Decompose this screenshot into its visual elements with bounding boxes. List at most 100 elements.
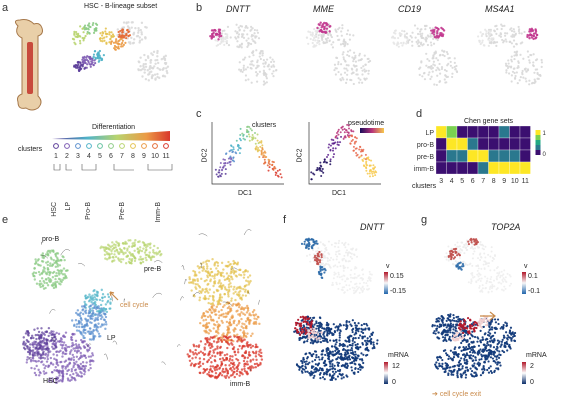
cell-dot bbox=[315, 321, 318, 325]
cell-dot bbox=[349, 273, 352, 276]
cell-dot bbox=[136, 250, 140, 254]
cell-dot bbox=[49, 280, 52, 283]
cell-dot bbox=[136, 248, 139, 251]
cell-dot bbox=[467, 281, 470, 284]
cell-dot bbox=[354, 359, 357, 362]
cell-dot bbox=[327, 357, 330, 360]
cell-dot bbox=[473, 243, 476, 246]
cell-dot bbox=[158, 250, 161, 254]
cell-dot bbox=[89, 296, 92, 300]
cell-dot bbox=[90, 60, 93, 63]
cell-dot bbox=[56, 268, 59, 272]
heatmap-cell bbox=[498, 137, 510, 151]
cell-dot bbox=[355, 267, 358, 270]
cell-dot bbox=[347, 277, 350, 280]
cell-dot bbox=[84, 356, 88, 359]
cell-dot bbox=[323, 27, 326, 31]
cell-dot bbox=[219, 294, 222, 297]
diffusion-point bbox=[368, 175, 371, 178]
cell-dot bbox=[229, 285, 233, 288]
cell-dot bbox=[397, 45, 400, 48]
heatmap-legend-min: 0 bbox=[543, 152, 547, 158]
cell-dot bbox=[343, 243, 346, 246]
cell-dot bbox=[90, 300, 93, 304]
cell-dot bbox=[64, 269, 68, 273]
cell-dot bbox=[191, 280, 195, 283]
heatmap-cell bbox=[509, 161, 521, 175]
cell-dot bbox=[491, 285, 494, 288]
cell-dot bbox=[216, 351, 219, 355]
cell-dot bbox=[81, 308, 84, 312]
cell-dot bbox=[242, 359, 246, 363]
cell-dot bbox=[72, 355, 75, 359]
cell-dot bbox=[198, 267, 201, 270]
cell-dot bbox=[308, 253, 311, 256]
diffusion-point bbox=[230, 157, 233, 160]
cell-dot bbox=[337, 242, 340, 245]
cell-dot bbox=[92, 359, 95, 363]
cell-dot bbox=[194, 283, 197, 286]
cell-dot bbox=[217, 281, 220, 285]
cell-dot bbox=[248, 321, 251, 325]
cell-dot bbox=[340, 377, 343, 380]
diffusion-point bbox=[339, 131, 342, 134]
cell-dot bbox=[454, 68, 457, 71]
cell-dot bbox=[496, 272, 499, 275]
cell-dot bbox=[221, 351, 224, 354]
cell-dot bbox=[411, 40, 414, 43]
cell-dot bbox=[188, 276, 191, 279]
cell-dot bbox=[339, 330, 342, 333]
cell-dot bbox=[490, 37, 494, 40]
cell-dot bbox=[369, 277, 372, 280]
cell-dot bbox=[143, 251, 147, 254]
cell-dot bbox=[532, 61, 535, 64]
cell-dot bbox=[222, 36, 225, 39]
cell-dot bbox=[509, 65, 513, 68]
cell-dot bbox=[340, 275, 343, 278]
cell-dot bbox=[201, 362, 205, 365]
cell-dot bbox=[532, 34, 535, 38]
cell-dot bbox=[453, 319, 456, 322]
diffusion-point bbox=[364, 153, 367, 156]
cell-dot bbox=[317, 270, 321, 274]
cell-dot bbox=[245, 324, 248, 328]
cell-dot bbox=[310, 238, 313, 241]
cell-dot bbox=[338, 332, 341, 335]
cell-dot bbox=[236, 333, 239, 336]
cell-dot bbox=[28, 351, 32, 355]
cell-dot bbox=[95, 328, 98, 332]
cell-dot bbox=[311, 41, 314, 45]
cell-dot bbox=[240, 35, 244, 39]
cell-dot bbox=[47, 249, 50, 253]
diffusion-point bbox=[260, 153, 263, 156]
cell-dot bbox=[141, 75, 144, 78]
cell-dot bbox=[501, 38, 504, 42]
cell-dot bbox=[266, 65, 269, 68]
cell-dot bbox=[68, 358, 71, 361]
cell-dot bbox=[102, 54, 105, 57]
panel-label-e: e bbox=[2, 214, 9, 226]
heatmap-legend-swatch bbox=[535, 145, 541, 150]
cell-dot bbox=[319, 269, 322, 273]
cell-dot bbox=[37, 368, 40, 372]
cell-dot bbox=[315, 333, 318, 337]
cell-dot bbox=[101, 310, 104, 313]
cell-dot bbox=[360, 58, 363, 61]
cell-dot bbox=[325, 348, 328, 351]
cell-dot bbox=[489, 269, 492, 272]
cell-dot bbox=[217, 30, 221, 33]
cell-dot bbox=[216, 264, 220, 267]
cell-dot bbox=[43, 357, 47, 360]
cell-dot bbox=[334, 28, 337, 31]
velocity-streamline bbox=[243, 229, 252, 236]
diffusion-point bbox=[371, 172, 374, 175]
cell-dot bbox=[328, 264, 331, 267]
cell-dot bbox=[164, 61, 168, 65]
cell-dot bbox=[96, 292, 99, 295]
diffusion-point bbox=[249, 127, 252, 130]
cell-dot bbox=[45, 330, 49, 334]
cell-dot bbox=[33, 371, 37, 375]
cell-dot bbox=[226, 36, 229, 40]
cell-dot bbox=[206, 338, 209, 342]
cell-dot bbox=[322, 40, 325, 44]
